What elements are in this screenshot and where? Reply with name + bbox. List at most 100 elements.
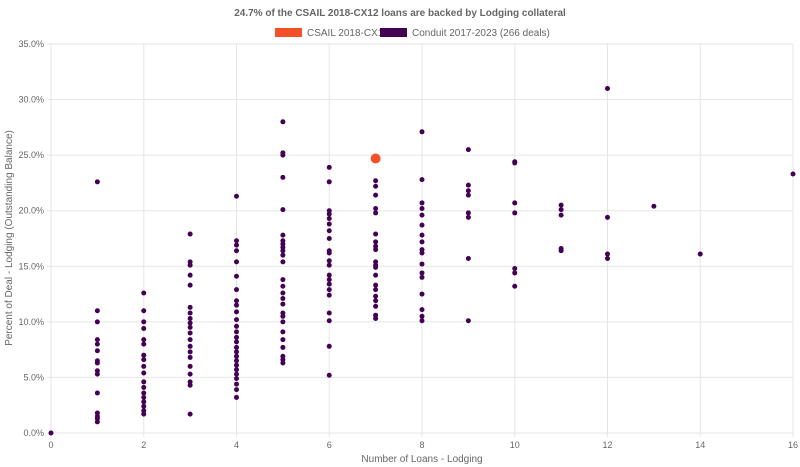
legend-label: Conduit 2017-2023 (266 deals) xyxy=(412,28,550,39)
data-point xyxy=(280,313,286,319)
data-point xyxy=(141,357,147,363)
data-point xyxy=(651,203,657,209)
data-point xyxy=(280,174,286,180)
data-point xyxy=(234,193,239,199)
data-point xyxy=(373,205,379,211)
data-point xyxy=(419,200,425,206)
data-point xyxy=(419,318,425,324)
data-point xyxy=(326,215,332,221)
x-tick-label: 14 xyxy=(695,440,705,450)
y-tick-label: 15.0% xyxy=(18,261,44,271)
data-point xyxy=(234,273,239,279)
data-point xyxy=(465,256,471,262)
data-point xyxy=(187,382,193,388)
data-point xyxy=(280,301,286,307)
data-point xyxy=(373,316,379,322)
data-point xyxy=(373,293,379,299)
data-point xyxy=(187,363,193,369)
data-point xyxy=(141,308,147,314)
data-point xyxy=(280,319,286,325)
data-point xyxy=(234,371,239,377)
data-point xyxy=(280,290,286,296)
data-point xyxy=(512,266,518,272)
data-point xyxy=(373,272,379,278)
data-point xyxy=(419,261,425,267)
gridlines xyxy=(47,43,794,437)
data-point xyxy=(373,231,379,237)
data-point xyxy=(234,353,239,359)
data-point xyxy=(141,390,147,396)
data-point xyxy=(187,320,193,326)
data-point xyxy=(187,304,193,310)
y-axis-label: Percent of Deal - Lodging (Outstanding B… xyxy=(4,130,15,346)
legend-label: CSAIL 2018-CX12 xyxy=(307,28,389,39)
data-point xyxy=(94,348,100,354)
data-point xyxy=(465,214,471,220)
data-point xyxy=(373,298,379,304)
data-point xyxy=(326,272,332,278)
data-point xyxy=(373,183,379,189)
data-point xyxy=(280,337,286,343)
data-point xyxy=(512,210,518,216)
legend: CSAIL 2018-CX12 Conduit 2017-2023 (266 de… xyxy=(275,28,550,39)
data-point xyxy=(326,343,332,349)
data-point xyxy=(465,147,471,153)
data-point xyxy=(234,329,239,335)
data-point xyxy=(419,250,425,256)
data-point xyxy=(419,222,425,228)
data-point xyxy=(187,231,193,237)
data-point xyxy=(234,238,239,244)
data-point xyxy=(234,242,239,248)
data-point xyxy=(94,179,100,185)
data-point xyxy=(419,129,425,135)
y-tick-label: 20.0% xyxy=(18,206,44,216)
data-point xyxy=(280,119,286,125)
data-point xyxy=(326,236,332,241)
data-point xyxy=(512,270,518,276)
data-point xyxy=(419,270,425,276)
data-point xyxy=(419,274,425,280)
data-point xyxy=(234,309,239,315)
data-point xyxy=(280,344,286,350)
data-point xyxy=(187,316,193,322)
data-point xyxy=(94,390,100,396)
data-point xyxy=(465,210,471,216)
y-tick-label: 25.0% xyxy=(18,150,44,160)
data-points xyxy=(48,85,796,436)
data-point xyxy=(558,212,564,218)
data-point xyxy=(605,85,610,91)
data-point xyxy=(187,337,193,343)
data-point xyxy=(187,411,193,417)
data-point xyxy=(326,318,332,324)
y-tick-label: 0.0% xyxy=(23,428,44,438)
data-point xyxy=(419,307,425,313)
data-point xyxy=(141,384,147,390)
data-point xyxy=(465,188,471,194)
data-point xyxy=(280,360,286,366)
x-tick-label: 8 xyxy=(419,440,424,450)
data-point xyxy=(373,192,379,198)
data-point xyxy=(326,250,332,256)
data-point xyxy=(605,251,610,257)
data-point xyxy=(280,152,286,158)
y-tick-label: 30.0% xyxy=(18,95,44,105)
data-point xyxy=(373,178,379,184)
data-point xyxy=(465,318,471,324)
data-point xyxy=(94,419,100,425)
y-tick-label: 10.0% xyxy=(18,317,44,327)
data-point xyxy=(187,262,193,268)
x-tick-label: 0 xyxy=(48,440,53,450)
data-point xyxy=(326,277,332,283)
legend-swatch xyxy=(380,28,407,37)
data-point xyxy=(280,232,286,238)
data-point xyxy=(141,379,147,385)
data-point xyxy=(141,403,147,409)
data-point xyxy=(326,292,332,298)
data-point xyxy=(234,367,239,373)
data-point xyxy=(94,319,100,325)
data-point xyxy=(558,202,564,208)
data-point xyxy=(512,160,518,166)
data-point xyxy=(373,247,379,253)
x-tick-label: 12 xyxy=(602,440,612,450)
